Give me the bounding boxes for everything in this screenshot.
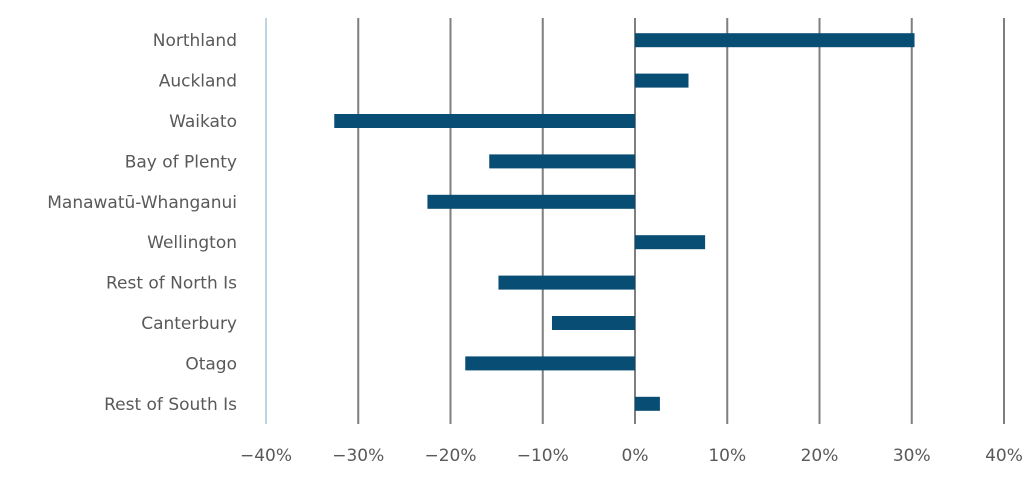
category-label: Otago bbox=[185, 354, 237, 374]
category-label: Waikato bbox=[169, 112, 237, 132]
x-tick-label: −20% bbox=[424, 446, 476, 466]
category-label: Northland bbox=[153, 31, 237, 51]
bar-northland bbox=[635, 33, 915, 48]
bar-waikato bbox=[334, 114, 635, 128]
bar-otago bbox=[465, 356, 635, 371]
bar-canterbury bbox=[551, 316, 635, 330]
category-label: Rest of North Is bbox=[106, 274, 237, 294]
x-tick-label: −30% bbox=[332, 446, 384, 466]
category-label: Bay of Plenty bbox=[125, 152, 237, 172]
bar-manawat-whanganui bbox=[427, 194, 635, 209]
bar-auckland bbox=[635, 73, 689, 88]
category-label: Auckland bbox=[159, 72, 237, 92]
bar-wellington bbox=[635, 235, 706, 250]
bar-rest-of-north-is bbox=[498, 275, 635, 290]
x-tick-label: 10% bbox=[708, 446, 746, 466]
category-label: Rest of South Is bbox=[104, 395, 237, 415]
category-label: Manawatū-Whanganui bbox=[47, 193, 237, 213]
bar-bay-of-plenty bbox=[489, 154, 635, 169]
bar-rest-of-south-is bbox=[635, 396, 660, 411]
x-tick-label: −10% bbox=[517, 446, 569, 466]
x-tick-label: 20% bbox=[801, 446, 839, 466]
category-label: Canterbury bbox=[141, 314, 237, 334]
x-tick-label: 0% bbox=[622, 446, 649, 466]
x-tick-label: −40% bbox=[240, 446, 292, 466]
x-tick-label: 40% bbox=[985, 446, 1023, 466]
x-tick-label: 30% bbox=[893, 446, 931, 466]
category-label: Wellington bbox=[147, 233, 237, 253]
